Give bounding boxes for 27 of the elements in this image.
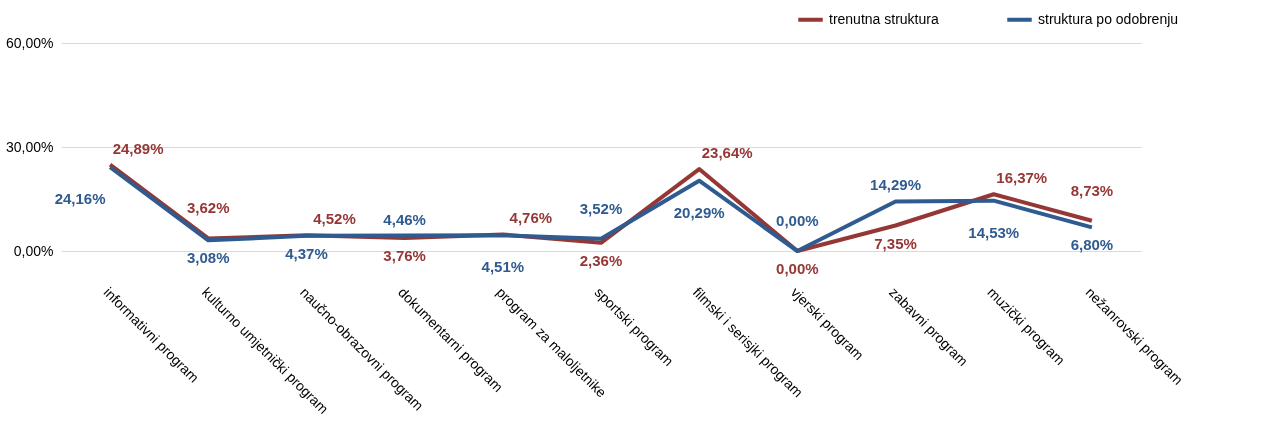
data-label: 4,46% [383, 210, 426, 228]
data-label: 4,51% [481, 258, 525, 276]
data-label: 20,29% [673, 203, 725, 221]
data-label: 3,76% [383, 246, 426, 264]
data-label: 6,80% [1070, 236, 1114, 254]
data-label: 4,52% [313, 210, 356, 228]
y-tick-label: 0,00% [13, 242, 54, 259]
data-label: 16,37% [996, 169, 1048, 187]
data-label: 24,89% [112, 139, 164, 157]
data-label: 0,00% [776, 212, 819, 229]
data-label: 4,37% [285, 244, 328, 262]
data-label: 3,62% [187, 199, 230, 217]
y-tick-label: 60,00% [6, 34, 54, 51]
y-tick-label: 30,00% [6, 138, 54, 155]
data-label: 23,64% [701, 144, 753, 162]
data-label: 24,16% [54, 190, 106, 208]
data-label: 8,73% [1070, 181, 1114, 199]
data-label: 2,36% [579, 251, 623, 269]
data-label: 3,08% [187, 249, 230, 267]
data-label: 4,76% [509, 209, 553, 227]
data-label: 0,00% [776, 260, 819, 277]
data-label: 3,52% [579, 199, 623, 217]
legend-label: struktura po odobrenju [1038, 10, 1179, 27]
legend-label: trenutna struktura [829, 10, 939, 27]
data-label: 14,29% [870, 176, 921, 194]
data-label: 14,53% [968, 223, 1020, 241]
data-label: 7,35% [874, 234, 917, 252]
